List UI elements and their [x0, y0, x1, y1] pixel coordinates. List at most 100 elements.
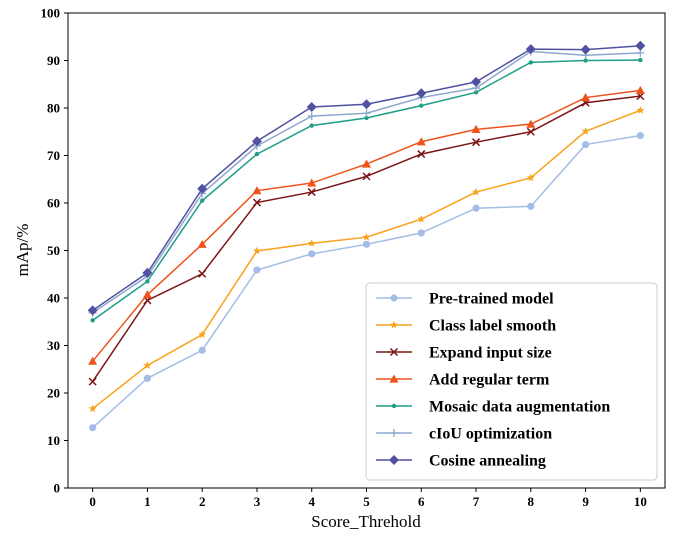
data-point	[198, 330, 207, 338]
series-ciou-optimization	[88, 47, 645, 317]
x-tick-label: 7	[473, 494, 480, 509]
series-line	[92, 59, 641, 321]
data-point	[251, 136, 262, 147]
legend-marker	[390, 320, 398, 329]
x-tick-label: 9	[582, 494, 589, 509]
data-point	[143, 361, 152, 369]
data-point	[525, 44, 536, 55]
y-tick-label: 10	[47, 433, 60, 448]
legend-marker	[389, 455, 399, 465]
y-tick-label: 0	[54, 481, 61, 496]
data-point	[87, 305, 98, 316]
series-cosine-annealing	[87, 40, 646, 316]
data-point	[252, 186, 262, 195]
legend: Pre-trained model Class label smooth Expan…	[365, 282, 658, 481]
data-point	[417, 229, 425, 237]
y-tick-label: 80	[47, 101, 60, 116]
legend-entry: Cosine annealing	[376, 453, 546, 470]
data-point	[145, 279, 150, 284]
x-tick-label: 8	[528, 494, 535, 509]
legend-marker	[391, 403, 397, 409]
y-tick-label: 30	[47, 338, 60, 353]
legend-label: Add regular term	[429, 372, 550, 389]
legend-marker	[389, 347, 399, 357]
x-tick-label: 5	[363, 494, 370, 509]
data-point	[526, 119, 536, 128]
legend-marker	[390, 294, 398, 302]
data-point	[197, 239, 207, 248]
data-point	[635, 85, 645, 95]
legend-marker	[390, 429, 398, 437]
data-point	[88, 377, 97, 386]
data-point	[198, 269, 207, 278]
legend-box	[365, 282, 658, 481]
series-line	[92, 50, 641, 314]
data-point	[362, 240, 371, 248]
x-tick-label: 2	[199, 494, 206, 509]
data-point	[252, 198, 261, 207]
data-point	[416, 88, 427, 99]
data-point	[472, 204, 480, 212]
series-line	[92, 45, 641, 311]
legend-entry: Pre-trained model	[376, 291, 554, 308]
x-tick-label: 0	[89, 494, 96, 509]
data-point	[472, 187, 481, 196]
data-point	[309, 123, 314, 128]
data-point	[362, 109, 371, 118]
data-point	[417, 214, 426, 223]
legend-entry: cIoU optimization	[376, 426, 552, 443]
data-point	[526, 127, 535, 136]
data-point	[361, 99, 372, 110]
data-point	[471, 76, 482, 87]
data-point	[198, 346, 206, 354]
data-point	[581, 127, 590, 135]
x-axis-title: Score_Threhold	[311, 512, 421, 531]
series-class-label-smooth	[88, 106, 645, 413]
data-point	[307, 239, 316, 247]
y-tick-label: 60	[47, 196, 60, 211]
data-point	[638, 57, 643, 63]
legend-entry: Mosaic data augmentation	[376, 399, 610, 416]
y-tick-label: 90	[47, 53, 60, 68]
data-point	[88, 404, 97, 413]
data-point	[362, 159, 371, 168]
legend-label: Class label smooth	[429, 318, 556, 335]
data-point	[636, 131, 644, 140]
data-point	[581, 93, 591, 102]
data-point	[364, 115, 369, 121]
data-point	[142, 267, 153, 278]
data-point	[307, 178, 317, 187]
x-tick-label: 6	[418, 494, 425, 509]
data-point	[88, 356, 98, 365]
data-point	[89, 424, 97, 432]
data-point	[252, 246, 261, 255]
data-point	[473, 90, 479, 95]
data-point	[472, 138, 481, 147]
series-add-regular-term	[88, 85, 645, 365]
data-point	[417, 150, 426, 159]
data-point	[416, 137, 426, 146]
legend-entry: Class label smooth	[376, 318, 556, 335]
legend-label: Mosaic data augmentation	[429, 399, 610, 416]
legend-label: Pre-trained model	[429, 291, 554, 308]
data-point	[307, 188, 316, 197]
data-point	[362, 172, 371, 181]
data-point	[527, 202, 535, 210]
data-point	[254, 151, 260, 157]
data-point	[580, 44, 591, 55]
series-pre-trained-model	[89, 131, 644, 432]
plot-area	[87, 40, 646, 432]
legend-marker	[389, 374, 399, 383]
data-point	[636, 106, 645, 114]
data-point	[308, 250, 316, 258]
data-point	[581, 140, 590, 149]
data-point	[419, 103, 424, 108]
legend-label: Expand input size	[429, 345, 552, 362]
data-point	[528, 60, 534, 65]
data-point	[142, 290, 152, 299]
data-point	[471, 124, 481, 133]
data-point	[253, 266, 261, 274]
series-mosaic-data-augmentation	[90, 57, 643, 323]
data-point	[526, 173, 535, 182]
